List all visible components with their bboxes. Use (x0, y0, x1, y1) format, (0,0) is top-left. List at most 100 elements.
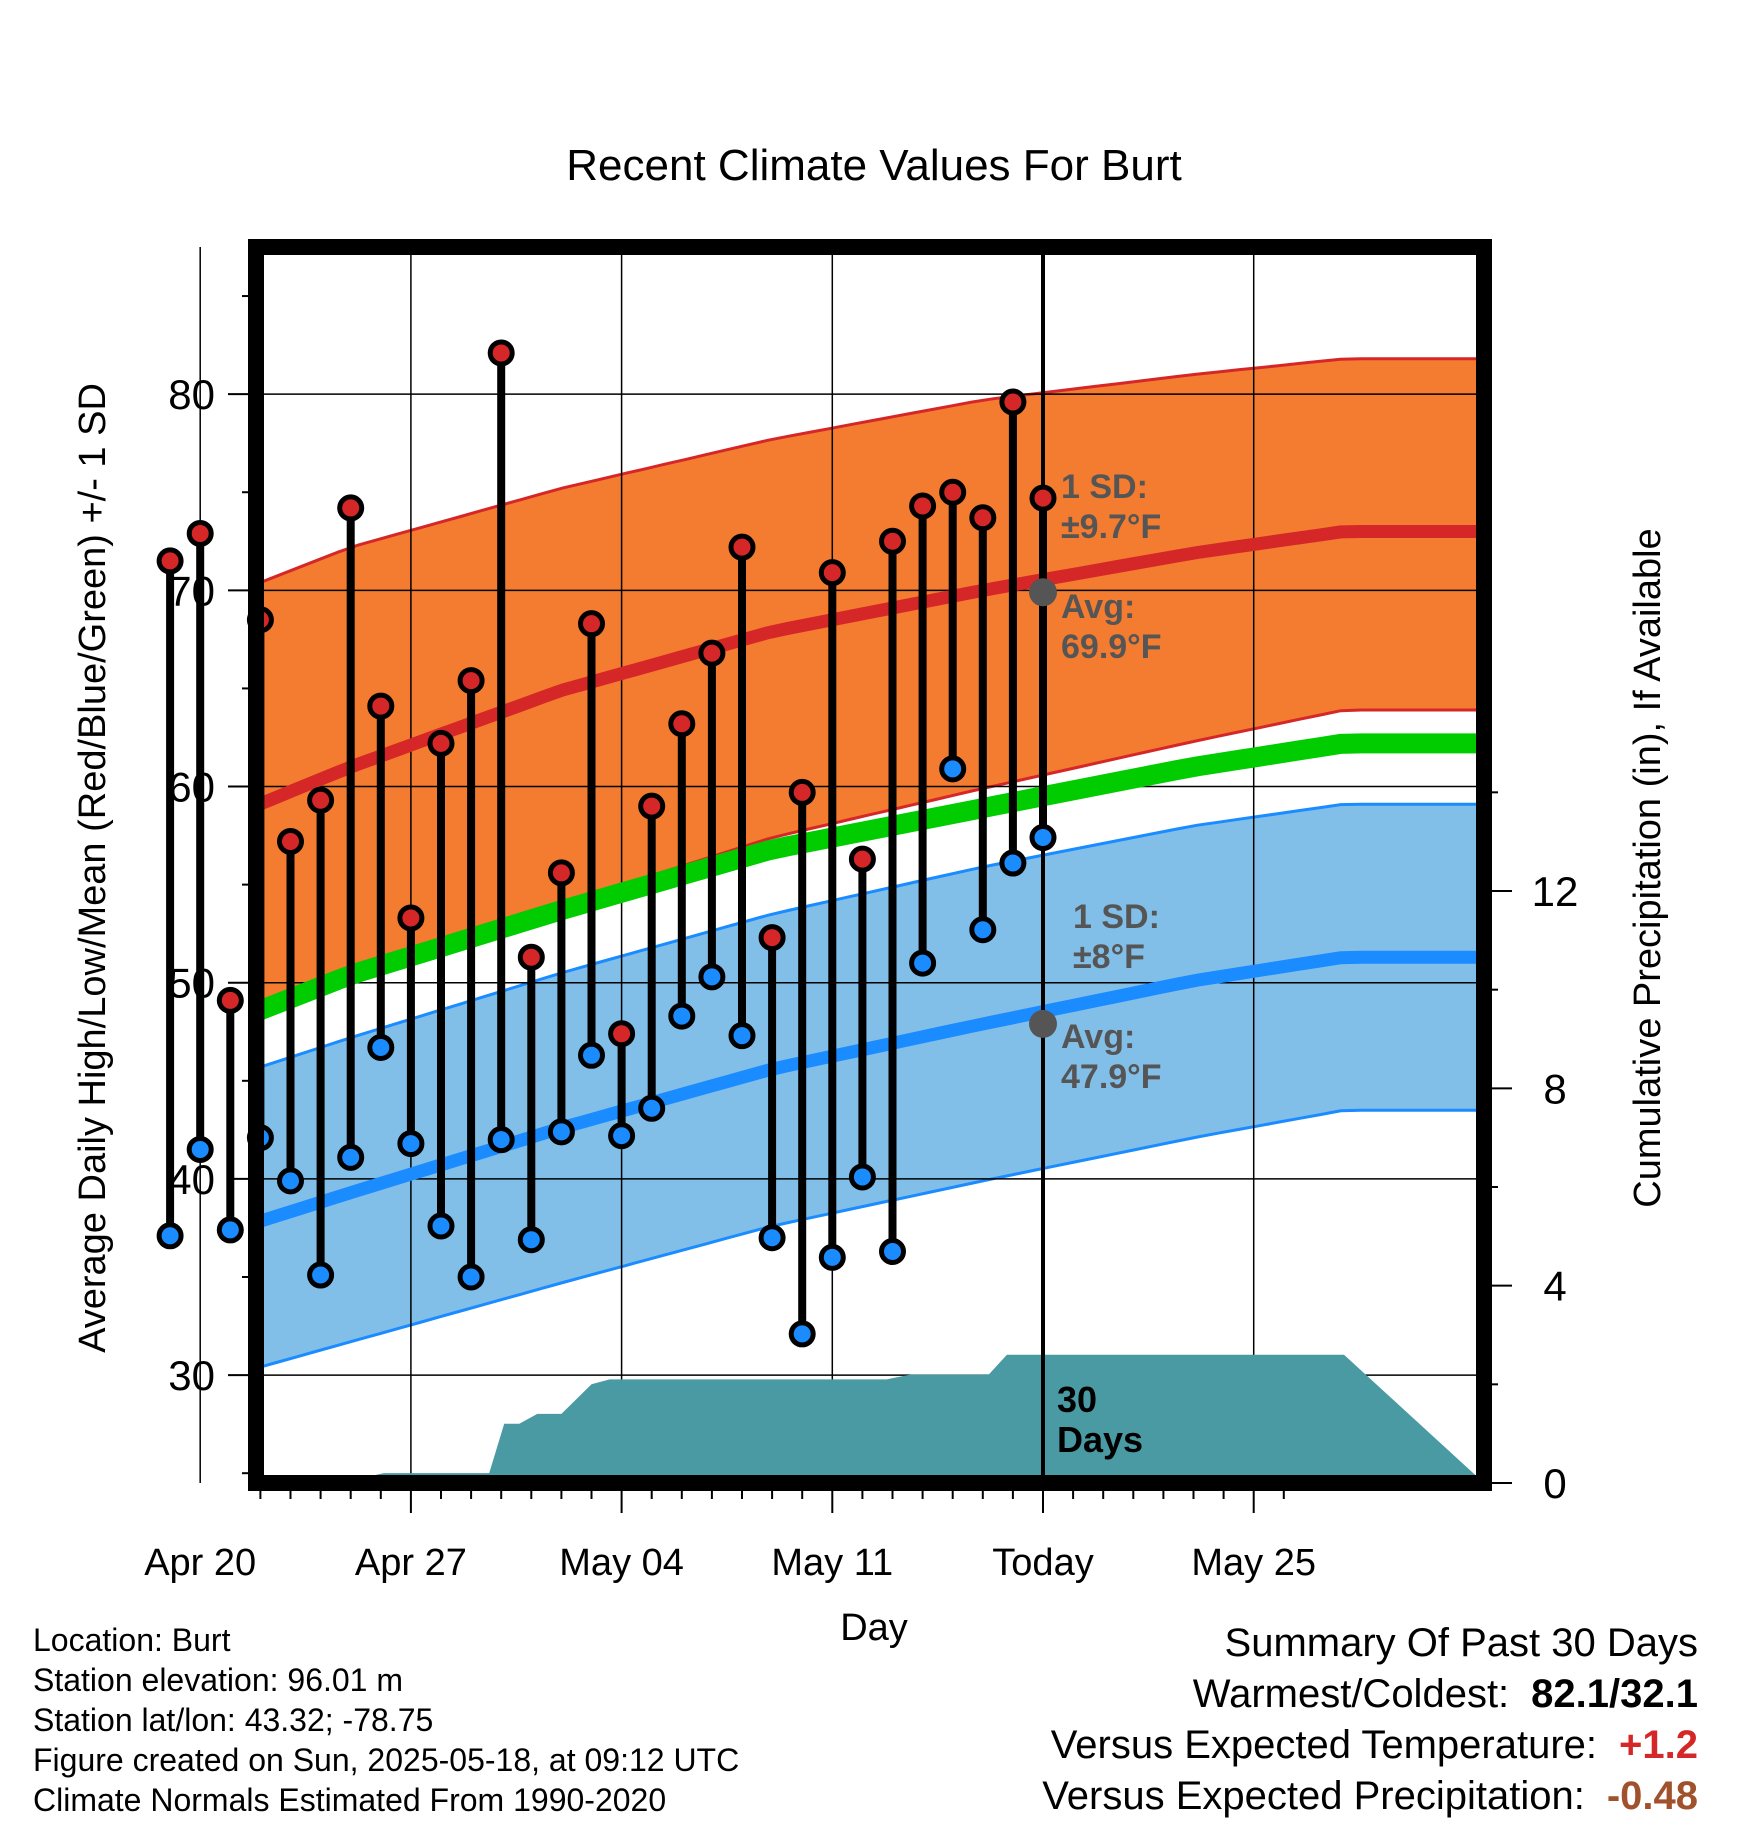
x-tick-label: May 04 (559, 1542, 684, 1584)
low-point (969, 916, 997, 944)
high-point (156, 547, 184, 575)
high-point (698, 639, 726, 667)
y2-tick-label: 8 (1543, 1065, 1566, 1112)
low-sd-value: ±8°F (1073, 938, 1145, 976)
normal-lines (256, 525, 1484, 1229)
days-count-label: 30 (1057, 1379, 1097, 1420)
low-point (397, 1130, 425, 1158)
high-avg-value: 69.9°F (1061, 628, 1162, 666)
latlon-text: Station lat/lon: 43.32; -78.75 (33, 1702, 434, 1738)
summary-title: Summary Of Past 30 Days (1224, 1621, 1698, 1665)
high-point (818, 559, 846, 587)
low-point (307, 1261, 335, 1289)
low-point (216, 1216, 244, 1244)
days-unit-label: Days (1057, 1419, 1143, 1460)
y2-tick-label: 4 (1543, 1263, 1566, 1310)
high-sd-value: ±9.7°F (1061, 508, 1161, 546)
low-point (758, 1224, 786, 1252)
low-point (457, 1263, 485, 1291)
temp-value: +1.2 (1619, 1723, 1698, 1767)
high-point (547, 859, 575, 887)
high-point (186, 519, 214, 547)
y-axis-label: Average Daily High/Low/Mean (Red/Blue/Gr… (72, 383, 114, 1353)
precip-area (256, 1354, 1484, 1483)
x-tick-label: Today (992, 1542, 1093, 1584)
precip-label: Versus Expected Precipitation: (1042, 1774, 1585, 1818)
y-tick-label: 60 (168, 764, 215, 811)
high-point (397, 904, 425, 932)
summary-temp: Versus Expected Temperature: +1.2 (1042, 1720, 1698, 1771)
normals-text: Climate Normals Estimated From 1990-2020 (33, 1782, 667, 1818)
x-tick-label: Apr 20 (144, 1542, 256, 1584)
x-tick-label: Apr 27 (355, 1542, 467, 1584)
low-point (277, 1167, 304, 1195)
low-point (638, 1094, 666, 1122)
x-tick-label: May 25 (1191, 1542, 1316, 1584)
low-point (1029, 824, 1057, 852)
plot-frame (248, 239, 1492, 1491)
y-tick-label: 40 (168, 1156, 215, 1203)
high-point (848, 845, 876, 873)
high-point (307, 786, 335, 814)
high-point (999, 388, 1027, 416)
station-info: Location: Burt Station elevation: 96.01 … (33, 1620, 739, 1820)
low-point (848, 1163, 876, 1191)
low-point (427, 1212, 455, 1240)
warm-cold-value: 82.1/32.1 (1531, 1672, 1698, 1716)
temp-label: Versus Expected Temperature: (1050, 1723, 1598, 1767)
created-text: Figure created on Sun, 2025-05-18, at 09… (33, 1742, 740, 1778)
high-point (788, 778, 816, 806)
location-text: Location: Burt (33, 1622, 231, 1658)
high-point (367, 692, 395, 720)
x-axis-label: Day (840, 1607, 908, 1649)
high-point (668, 710, 696, 738)
high-avg-label: Avg: (1061, 588, 1135, 626)
high-point (939, 478, 967, 506)
chart-title: Recent Climate Values For Burt (566, 141, 1181, 190)
elevation-text: Station elevation: 96.01 m (33, 1662, 404, 1698)
precip-value: -0.48 (1606, 1774, 1698, 1818)
high-point (277, 827, 304, 855)
low-point (999, 849, 1027, 877)
high-point (427, 729, 455, 757)
high-normal-line (256, 525, 1484, 812)
low-point (517, 1226, 545, 1254)
summary-panel: Summary Of Past 30 Days Warmest/Coldest:… (1042, 1618, 1698, 1822)
high-point (909, 492, 937, 520)
low-sd-band (256, 802, 1484, 1370)
warm-cold-label: Warmest/Coldest: (1192, 1672, 1510, 1716)
high-point (216, 986, 244, 1014)
low-point (487, 1126, 515, 1154)
low-avg-value: 47.9°F (1061, 1058, 1162, 1096)
mean-normal-line (256, 733, 1484, 1022)
low-point (337, 1143, 365, 1171)
low-point (156, 1222, 184, 1250)
low-point (668, 1002, 696, 1030)
low-avg-label: Avg: (1061, 1018, 1135, 1056)
y-tick-label: 70 (168, 567, 215, 614)
low-sd-label: 1 SD: (1073, 898, 1160, 936)
low-point (367, 1033, 395, 1061)
high-point (457, 667, 485, 695)
high-point (337, 494, 365, 522)
high-point (758, 924, 786, 952)
low-point (578, 1041, 605, 1069)
high-point (879, 527, 906, 555)
low-point (728, 1022, 756, 1050)
y2-tick-label: 12 (1532, 868, 1579, 915)
y-tick-label: 50 (168, 960, 215, 1007)
high-point (487, 339, 515, 367)
low-point (879, 1237, 906, 1265)
high-sd-label: 1 SD: (1061, 468, 1148, 506)
high-avg-marker (1029, 578, 1057, 607)
x-tick-label: May 11 (771, 1542, 893, 1584)
y2-tick-label: 0 (1543, 1460, 1566, 1507)
low-point (608, 1122, 636, 1150)
y-tick-label: 80 (168, 371, 215, 418)
high-point (728, 533, 756, 561)
low-point (788, 1320, 816, 1348)
low-point (939, 755, 967, 783)
high-point (638, 792, 666, 820)
